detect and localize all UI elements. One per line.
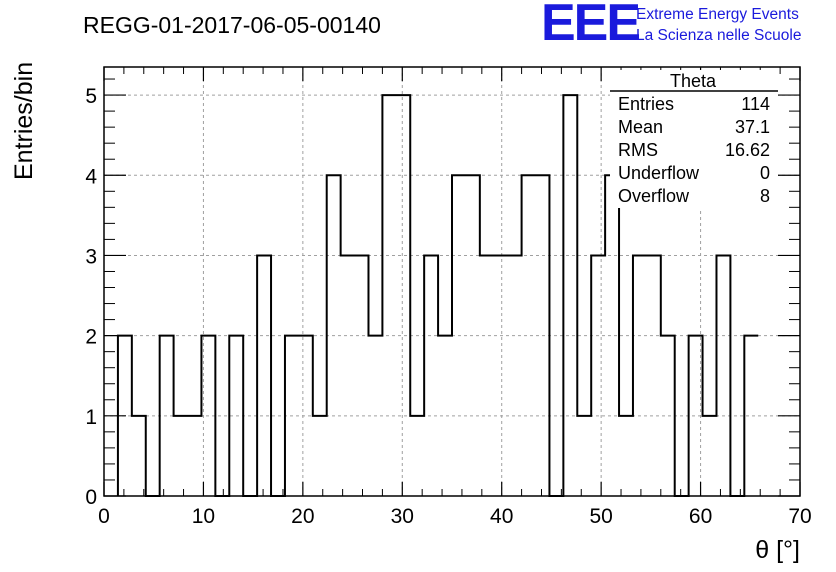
stats-row-value: 8 (760, 186, 770, 206)
histogram-bin (410, 416, 424, 496)
stats-box-background (610, 70, 778, 208)
histogram-bin (494, 255, 508, 496)
x-tick-label: 70 (788, 505, 811, 528)
histogram-bin (188, 416, 202, 496)
y-tick-label: 4 (85, 165, 97, 188)
stats-row-label: Entries (618, 94, 674, 114)
histogram-bin (577, 416, 591, 496)
x-tick-label: 0 (98, 505, 110, 528)
histogram-bin (703, 416, 717, 496)
y-tick-label: 2 (85, 326, 97, 349)
stats-row-value: 37.1 (735, 117, 770, 137)
histogram-bin (382, 95, 396, 496)
x-axis-title: θ [°] (755, 536, 800, 564)
x-tick-label: 50 (589, 505, 612, 528)
histogram-step-line (116, 94, 759, 497)
histogram-bin (563, 95, 577, 496)
histogram-bin (522, 175, 536, 496)
y-tick-label: 3 (85, 245, 97, 268)
plot-frame (103, 66, 801, 497)
y-tick-label: 5 (85, 85, 97, 108)
histogram-bin (396, 95, 410, 496)
stats-box: Theta Entries 114 Mean 37.1 RMS 16.62 Underflo… (610, 70, 778, 208)
stats-row-label: RMS (618, 140, 658, 160)
histogram-bin (591, 255, 605, 496)
stats-row-label: Overflow (618, 186, 690, 206)
histogram-bin (341, 255, 355, 496)
x-tick-label: 30 (391, 505, 414, 528)
histogram-bin (313, 416, 327, 496)
histogram-bin (716, 255, 730, 496)
eee-logo-line1: Extreme Energy Events (636, 6, 799, 23)
stats-row-value: 0 (760, 163, 770, 183)
histogram-bin (132, 416, 146, 496)
eee-logo-mark: EEE (541, 0, 639, 52)
eee-logo-line2: La Scienza nelle Scuole (636, 27, 801, 44)
tick-labels: 0 10 20 30 40 50 60 70 0 1 2 3 4 5 (85, 85, 811, 528)
x-tick-label: 10 (192, 505, 215, 528)
chart-title: REGG-01-2017-06-05-00140 (83, 12, 381, 38)
stats-row-label: Mean (618, 117, 663, 137)
axis-ticks (103, 67, 801, 497)
x-tick-label: 20 (291, 505, 314, 528)
eee-logo: EEE Extreme Energy Events La Scienza nel… (541, 0, 801, 52)
histogram-bin (619, 416, 633, 496)
y-tick-label: 0 (85, 486, 97, 509)
histogram-bin (633, 255, 647, 496)
stats-row-value: 16.62 (725, 140, 770, 160)
y-axis-title: Entries/bin (10, 62, 38, 180)
histogram-bin (480, 255, 494, 496)
histogram-bin (508, 255, 522, 496)
y-tick-label: 1 (85, 406, 97, 429)
stats-row-label: Underflow (618, 163, 700, 183)
stats-row-value: 114 (741, 94, 770, 114)
histogram-series (116, 94, 759, 497)
histogram-bin (174, 416, 188, 496)
histogram-bin (257, 255, 271, 496)
x-tick-label: 60 (689, 505, 712, 528)
histogram-bin (424, 255, 438, 496)
stats-box-title: Theta (670, 71, 717, 91)
x-tick-label: 40 (490, 505, 513, 528)
histogram-bin (647, 255, 661, 496)
histogram-bin (355, 255, 369, 496)
